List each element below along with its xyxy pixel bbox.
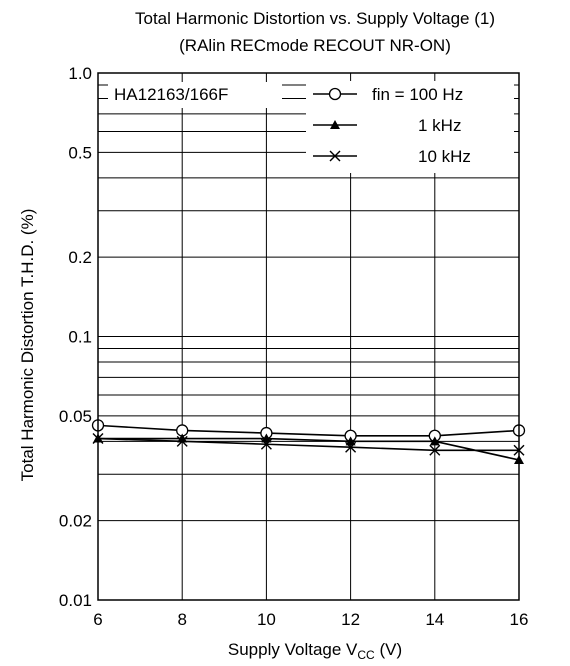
- legend-label-0: fin = 100 Hz: [372, 85, 463, 104]
- device-annotation: HA12163/166F: [114, 85, 228, 104]
- x-tick-label-3: 12: [341, 610, 360, 629]
- x-axis-label: Supply Voltage VCC (V): [228, 640, 402, 662]
- series-1-point-4: [429, 436, 440, 446]
- legend-label-2: 10 kHz: [418, 147, 471, 166]
- series-2-point-1: [176, 435, 188, 447]
- legend-label-1: 1 kHz: [418, 116, 461, 135]
- y-tick-label-1: 0.5: [68, 143, 92, 162]
- y-tick-label-5: 0.02: [59, 512, 92, 531]
- series-2-point-4: [429, 444, 441, 456]
- x-tick-label-0: 6: [93, 610, 102, 629]
- y-tick-label-4: 0.05: [59, 407, 92, 426]
- x-axis-label-main: Supply Voltage V: [228, 640, 358, 659]
- legend-marker-1: [330, 120, 340, 129]
- series-1-point-3: [345, 436, 356, 446]
- x-tick-label-2: 10: [257, 610, 276, 629]
- chart-subtitle: (RAlin RECmode RECOUT NR-ON): [179, 36, 451, 55]
- x-tick-label-5: 16: [510, 610, 529, 629]
- y-tick-label-6: 0.01: [59, 591, 92, 610]
- x-tick-label-4: 14: [425, 610, 444, 629]
- y-tick-label-0: 1.0: [68, 64, 92, 83]
- x-tick-labels: 6 8 10 12 14 16: [93, 610, 528, 629]
- annotation-background: [108, 82, 282, 108]
- legend-marker-2: [329, 150, 341, 162]
- chart-title: Total Harmonic Distortion vs. Supply Vol…: [135, 9, 495, 28]
- y-tick-label-3: 0.1: [68, 328, 92, 347]
- series-2-point-2: [260, 438, 272, 450]
- x-axis-label-subscript: CC: [357, 648, 375, 662]
- series-1-point-1: [177, 433, 188, 443]
- legend-marker-0: [328, 87, 342, 101]
- legend: fin = 100 Hz 1 kHz 10 kHz: [306, 81, 514, 173]
- x-axis-label-unit: (V): [375, 640, 402, 659]
- y-axis-label: Total Harmonic Distortion T.H.D. (%): [18, 209, 37, 482]
- x-tick-label-1: 8: [177, 610, 186, 629]
- series-line-0: [97, 424, 520, 437]
- plot-frame: [97, 72, 520, 601]
- series-2-point-3: [345, 441, 357, 453]
- series-layer: [91, 419, 526, 464]
- series-line-1: [98, 437, 520, 461]
- y-tick-label-2: 0.2: [68, 248, 92, 267]
- y-tick-labels: 1.0 0.5 0.2 0.1 0.05 0.02 0.01: [59, 64, 92, 610]
- series-line-2: [97, 437, 519, 452]
- series-1-point-2: [261, 433, 272, 443]
